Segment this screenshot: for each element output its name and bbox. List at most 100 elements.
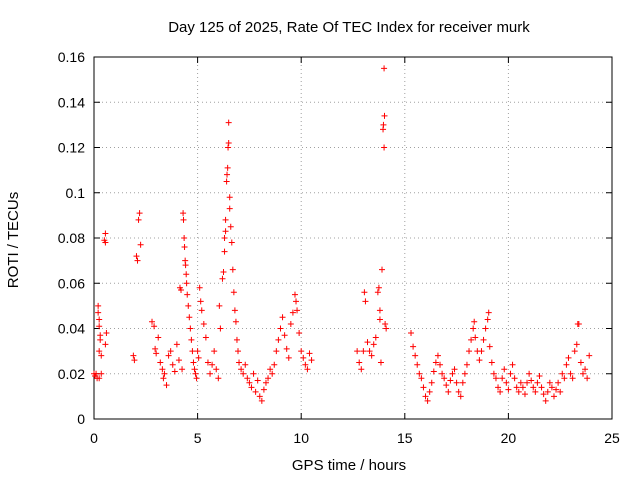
data-point xyxy=(180,216,187,223)
x-tick-label: 0 xyxy=(90,430,98,446)
data-point xyxy=(196,284,203,291)
data-point xyxy=(530,384,537,391)
data-point xyxy=(269,370,276,377)
data-point xyxy=(420,384,427,391)
data-point xyxy=(374,289,381,296)
data-point xyxy=(571,348,578,355)
data-point xyxy=(445,388,452,395)
data-point xyxy=(219,275,226,282)
data-point xyxy=(501,366,508,373)
data-point xyxy=(190,359,197,366)
data-point xyxy=(577,359,584,366)
data-point xyxy=(180,210,187,217)
data-point xyxy=(528,377,535,384)
data-point xyxy=(455,388,462,395)
data-point xyxy=(563,361,570,368)
data-point xyxy=(185,302,192,309)
data-point xyxy=(366,348,373,355)
data-point xyxy=(468,336,475,343)
data-point xyxy=(267,366,274,373)
data-point xyxy=(461,370,468,377)
data-point xyxy=(173,341,180,348)
data-point xyxy=(209,361,216,368)
data-point xyxy=(244,375,251,382)
data-point xyxy=(567,370,574,377)
data-point xyxy=(102,230,109,237)
data-point xyxy=(540,391,547,398)
data-point xyxy=(222,216,229,223)
data-point xyxy=(226,205,233,212)
data-point xyxy=(191,366,198,373)
data-point xyxy=(198,307,205,314)
data-point xyxy=(165,352,172,359)
data-point xyxy=(102,341,109,348)
data-point xyxy=(515,388,522,395)
data-point xyxy=(559,370,566,377)
data-point xyxy=(232,318,239,325)
data-point xyxy=(370,341,377,348)
x-tick-label: 15 xyxy=(397,430,413,446)
data-point xyxy=(372,334,379,341)
data-point xyxy=(204,359,211,366)
data-point xyxy=(412,352,419,359)
data-point xyxy=(242,361,249,368)
data-point xyxy=(291,291,298,298)
data-point xyxy=(416,370,423,377)
data-point xyxy=(160,375,167,382)
data-point xyxy=(476,357,483,364)
data-point xyxy=(509,361,516,368)
data-point xyxy=(211,348,218,355)
data-point xyxy=(188,336,195,343)
data-point xyxy=(542,397,549,404)
data-point xyxy=(275,336,282,343)
data-point xyxy=(550,393,557,400)
y-axis-label: ROTI / TECUs xyxy=(5,192,22,288)
x-tick-labels: 0 5 10 15 20 25 xyxy=(90,430,620,446)
data-point xyxy=(97,336,104,343)
data-point xyxy=(471,318,478,325)
data-point xyxy=(133,253,140,260)
y-tick-label: 0.06 xyxy=(58,275,85,291)
data-point xyxy=(228,239,235,246)
data-point xyxy=(224,164,231,171)
data-point xyxy=(96,323,103,330)
data-point xyxy=(195,354,202,361)
data-point xyxy=(229,266,236,273)
data-point xyxy=(294,307,301,314)
data-point xyxy=(517,379,524,386)
data-point xyxy=(213,366,220,373)
data-point xyxy=(103,330,110,337)
data-point xyxy=(221,235,228,241)
data-point xyxy=(171,368,178,375)
data-point xyxy=(96,316,103,323)
data-point xyxy=(230,289,237,296)
data-point xyxy=(186,314,193,321)
data-point xyxy=(137,241,144,248)
data-point xyxy=(362,298,369,305)
data-point xyxy=(428,379,435,386)
data-point xyxy=(169,361,176,368)
data-point xyxy=(221,248,228,255)
data-point xyxy=(192,370,199,377)
data-point xyxy=(248,384,255,391)
data-point xyxy=(432,359,439,366)
data-point xyxy=(548,384,555,391)
data-point xyxy=(217,325,224,332)
data-point xyxy=(499,375,506,382)
data-point xyxy=(453,379,460,386)
data-point xyxy=(254,377,261,384)
data-point xyxy=(368,352,375,359)
y-tick-label: 0.08 xyxy=(58,230,85,246)
data-point xyxy=(376,307,383,314)
y-tick-label: 0.1 xyxy=(66,185,86,201)
data-point xyxy=(485,309,492,316)
y-tick-label: 0.02 xyxy=(58,366,85,382)
data-point xyxy=(495,384,502,391)
x-tick-label: 25 xyxy=(604,430,620,446)
data-point xyxy=(296,330,303,337)
x-tick-label: 10 xyxy=(293,430,309,446)
data-points xyxy=(91,65,593,404)
data-point xyxy=(181,244,188,251)
data-point xyxy=(231,307,238,314)
data-point xyxy=(194,348,201,355)
